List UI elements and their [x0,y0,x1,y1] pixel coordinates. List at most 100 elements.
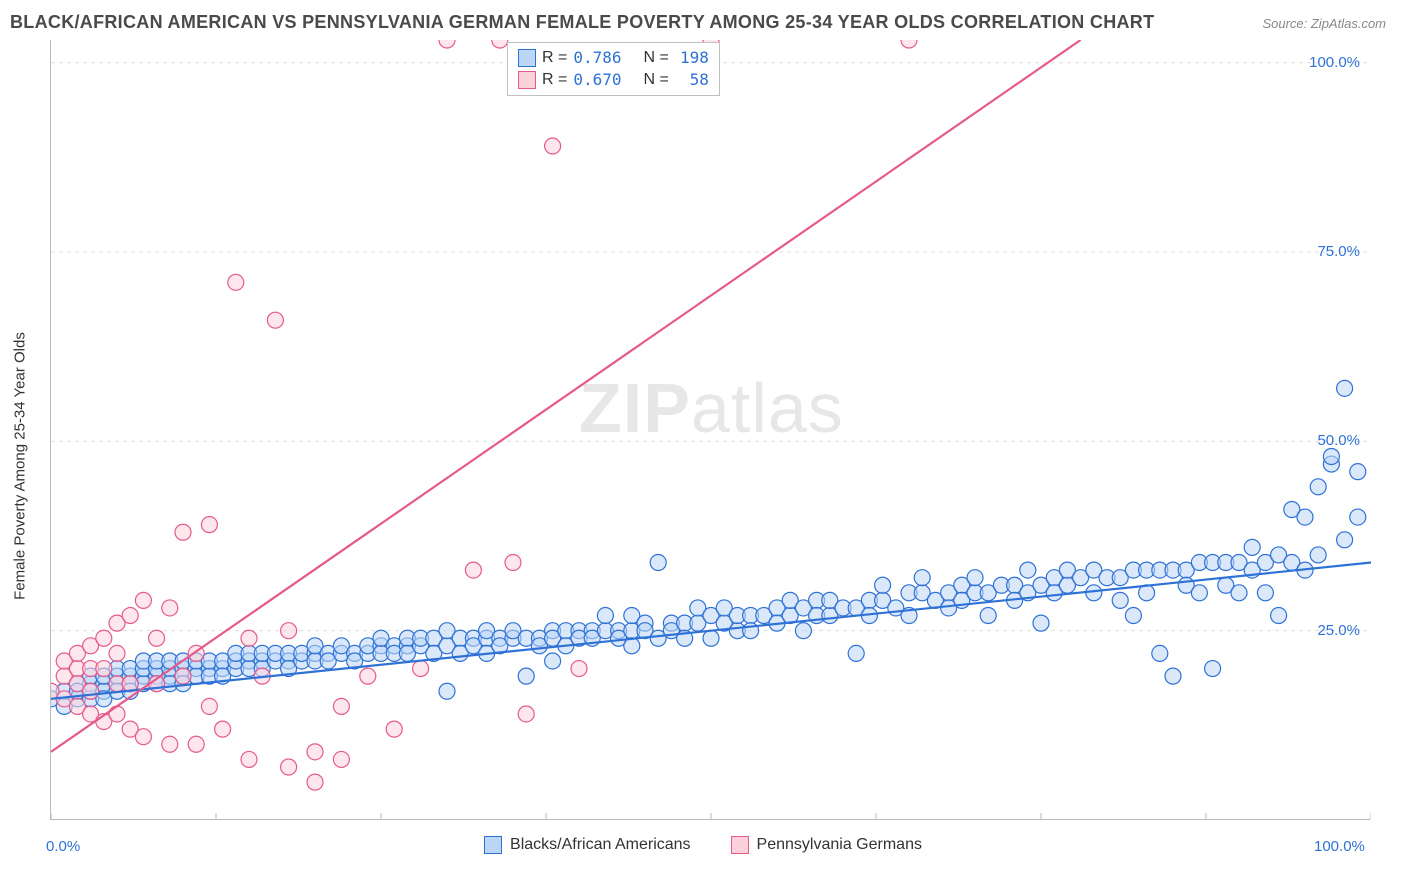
plot-area: Female Poverty Among 25-34 Year Olds ZIP… [0,40,1406,892]
data-point [545,653,561,669]
data-point [1191,585,1207,601]
y-axis-label: Female Poverty Among 25-34 Year Olds [12,326,29,606]
legend-label: Pennsylvania Germans [757,836,922,854]
data-point [241,630,257,646]
data-point [518,706,534,722]
data-point [795,623,811,639]
data-point [1271,608,1287,624]
data-point [1337,532,1353,548]
data-point [135,592,151,608]
data-point [875,577,891,593]
source-credit: Source: ZipAtlas.com [1262,16,1386,31]
legend-item: Pennsylvania Germans [731,836,922,854]
data-point [1112,592,1128,608]
data-point [1310,479,1326,495]
y-tick-label: 75.0% [1300,243,1360,260]
legend-label: Blacks/African Americans [510,836,691,854]
data-point [188,736,204,752]
data-point [386,721,402,737]
data-point [545,138,561,154]
legend-item: Blacks/African Americans [484,836,691,854]
legend-swatch [484,836,502,854]
data-point [1231,585,1247,601]
data-point [1244,539,1260,555]
legend-swatch [518,49,536,67]
data-point [122,608,138,624]
data-point [135,729,151,745]
data-point [492,40,508,48]
data-point [518,668,534,684]
legend-swatch [731,836,749,854]
data-point [1152,645,1168,661]
legend-n-value: 198 [675,47,709,69]
data-point [307,744,323,760]
data-point [1033,615,1049,631]
data-point [1257,585,1273,601]
legend-r-label: R = [542,47,567,69]
data-point [175,668,191,684]
data-point [307,774,323,790]
legend-r-label: R = [542,69,567,91]
data-point [597,608,613,624]
chart-title: BLACK/AFRICAN AMERICAN VS PENNSYLVANIA G… [10,12,1154,33]
data-point [465,562,481,578]
data-point [360,668,376,684]
data-point [175,524,191,540]
data-point [413,661,429,677]
bottom-legend: Blacks/African Americans Pennsylvania Ger… [0,836,1406,854]
data-point [1350,464,1366,480]
data-point [109,706,125,722]
data-point [914,570,930,586]
data-point [96,661,112,677]
data-point [201,517,217,533]
y-tick-label: 25.0% [1300,622,1360,639]
data-point [333,751,349,767]
data-point [439,40,455,48]
data-point [901,40,917,48]
data-point [281,759,297,775]
data-point [703,630,719,646]
data-point [1125,608,1141,624]
data-point [571,661,587,677]
stats-legend-row: R = 0.670 N = 58 [518,69,709,91]
legend-n-label: N = [644,47,669,69]
data-point [980,608,996,624]
data-point [848,645,864,661]
data-point [267,312,283,328]
data-point [201,698,217,714]
stats-legend: R = 0.786 N = 198 R = 0.670 N = 58 [507,42,720,96]
data-point [1165,668,1181,684]
data-point [1323,449,1339,465]
data-point [162,600,178,616]
legend-n-label: N = [644,69,669,91]
data-point [505,555,521,571]
legend-r-value: 0.786 [573,47,621,69]
data-point [241,751,257,767]
data-point [1337,380,1353,396]
data-point [83,683,99,699]
data-point [149,630,165,646]
y-tick-label: 100.0% [1300,54,1360,71]
legend-r-value: 0.670 [573,69,621,91]
data-point [333,698,349,714]
data-point [650,555,666,571]
stats-legend-row: R = 0.786 N = 198 [518,47,709,69]
data-point [439,683,455,699]
data-point [1350,509,1366,525]
data-point [1310,547,1326,563]
data-point [162,736,178,752]
data-point [228,274,244,290]
data-point [281,623,297,639]
scatter-plot: ZIPatlas R = 0.786N = 198R = 0.670N = 58 [50,40,1370,820]
legend-swatch [518,71,536,89]
data-point [1205,661,1221,677]
legend-n-value: 58 [675,69,709,91]
data-point [96,630,112,646]
chart-svg [51,40,1371,820]
y-tick-label: 50.0% [1300,432,1360,449]
data-point [967,570,983,586]
data-point [109,645,125,661]
data-point [215,721,231,737]
data-point [1297,509,1313,525]
data-point [1020,562,1036,578]
